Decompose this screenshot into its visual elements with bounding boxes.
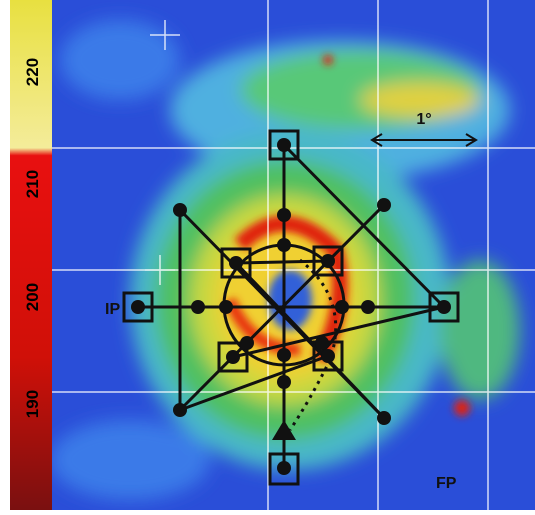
ip-label: IP	[105, 301, 120, 318]
colorbar-label: 220	[23, 58, 42, 86]
colorbar-label: 200	[23, 283, 42, 311]
satellite-image	[50, 0, 535, 510]
colorbar-label: 210	[23, 170, 42, 198]
fp-label: FP	[436, 475, 457, 492]
figure: 220 210 200 190	[0, 0, 535, 510]
scale-label: 1°	[416, 111, 431, 128]
colorbar-label: 190	[23, 390, 42, 418]
